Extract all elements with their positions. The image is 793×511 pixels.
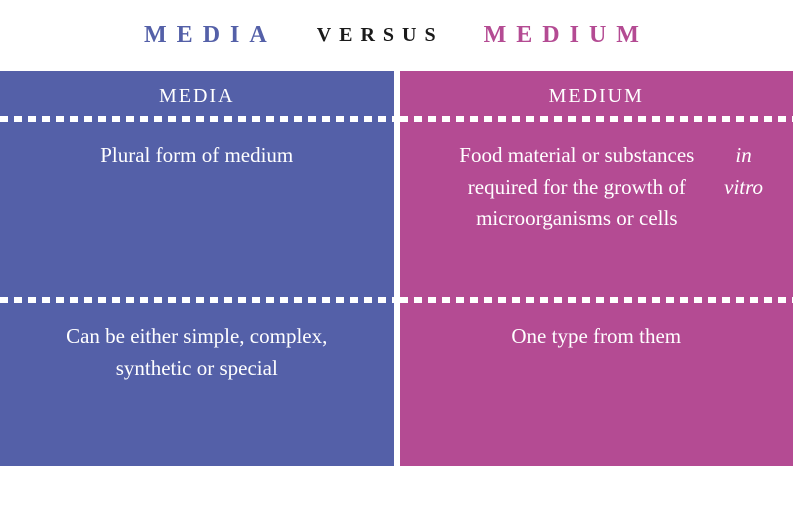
header-right-term: MEDIUM bbox=[484, 22, 649, 49]
right-cell-2: One type from them bbox=[400, 303, 793, 448]
right-column: MEDIUM Food material or substances requi… bbox=[400, 71, 793, 466]
comparison-infographic: MEDIA VERSUS MEDIUM MEDIA Plural form of… bbox=[0, 0, 793, 511]
header: MEDIA VERSUS MEDIUM bbox=[0, 0, 793, 71]
left-cell-1: Plural form of medium bbox=[0, 122, 394, 297]
left-column: MEDIA Plural form of medium Can be eithe… bbox=[0, 71, 394, 466]
header-left-term: MEDIA bbox=[144, 22, 277, 49]
right-column-title: MEDIUM bbox=[400, 71, 793, 116]
header-versus: VERSUS bbox=[317, 24, 444, 47]
left-column-title: MEDIA bbox=[0, 71, 394, 116]
right-cell-1: Food material or substances required for… bbox=[400, 122, 793, 297]
footer-attribution: Visit www.PEDIAA.com bbox=[623, 478, 775, 495]
comparison-columns: MEDIA Plural form of medium Can be eithe… bbox=[0, 71, 793, 466]
left-cell-2: Can be either simple, complex, synthetic… bbox=[0, 303, 394, 448]
